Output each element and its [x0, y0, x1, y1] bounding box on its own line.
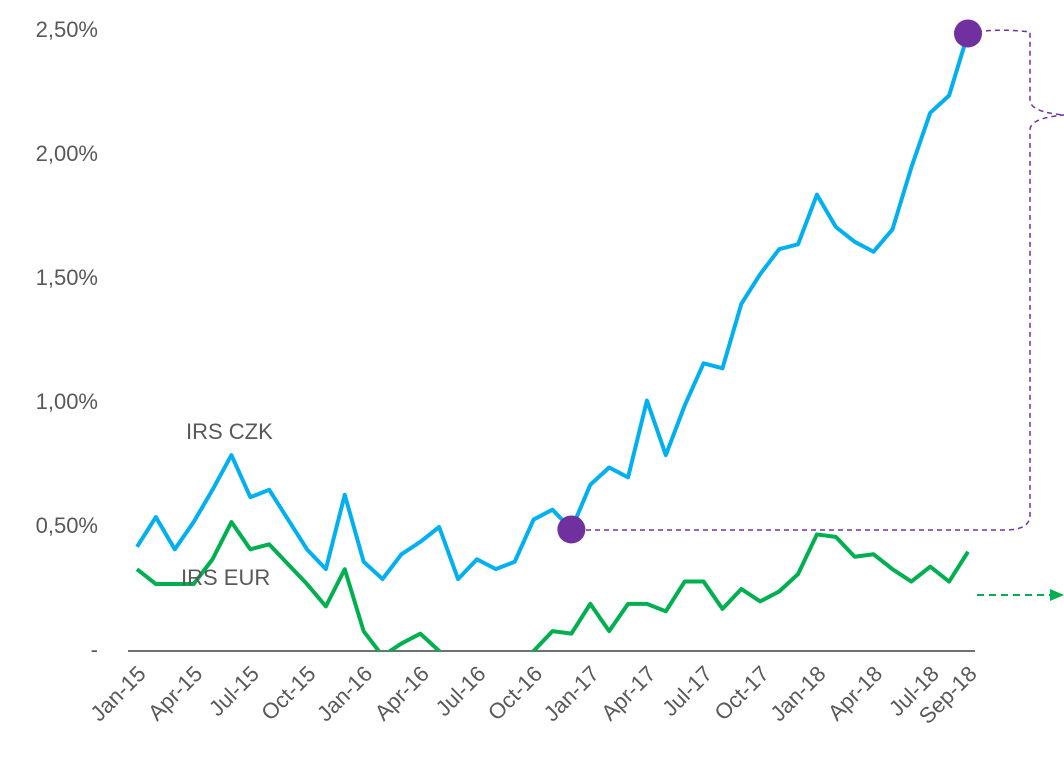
y-tick-label: 2,00%	[36, 141, 98, 166]
x-tick-label: Oct-15	[256, 661, 320, 725]
x-tick-label: Jan-18	[765, 661, 830, 726]
x-tick-label: Jul-16	[431, 661, 491, 721]
brace-lower	[577, 114, 1064, 531]
highlight-marker	[954, 19, 982, 48]
x-tick-label: Jan-17	[539, 661, 604, 726]
plot-area	[135, 32, 970, 651]
y-tick-label: 2,50%	[36, 17, 98, 42]
x-tick-label: Apr-15	[143, 661, 207, 725]
annotation-brace	[577, 29, 1064, 531]
series-line	[135, 520, 970, 651]
y-tick-label: 1,50%	[36, 265, 98, 290]
y-tick-label: 0,50%	[36, 513, 98, 538]
x-tick-label: Jan-15	[85, 661, 150, 726]
x-tick-label: Oct-17	[710, 661, 774, 725]
y-tick-label: 1,00%	[36, 389, 98, 414]
x-tick-label: Jul-15	[204, 661, 264, 721]
x-tick-label: Apr-18	[823, 661, 887, 725]
series-line	[135, 32, 970, 582]
brace-upper	[967, 29, 1064, 116]
x-tick-label: Apr-17	[596, 661, 660, 725]
series-label: IRS EUR	[181, 565, 270, 590]
y-tick-label: -	[91, 637, 98, 662]
x-tick-label: Jan-16	[312, 661, 377, 726]
highlight-marker	[557, 515, 586, 544]
series-label: IRS CZK	[186, 419, 273, 444]
x-tick-label: Apr-16	[370, 661, 434, 725]
x-tick-label: Jul-17	[657, 661, 717, 721]
arrow-head	[1050, 589, 1064, 601]
x-tick-label: Oct-16	[483, 661, 547, 725]
